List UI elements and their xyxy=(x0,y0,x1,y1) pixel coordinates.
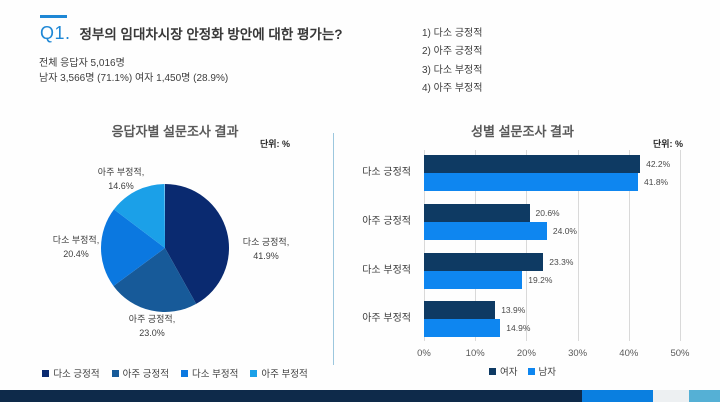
bar-panel: 성별 설문조사 결과 단위: % 0% 10% 20% 30% 40% 50% 다소 긍정적… xyxy=(335,113,710,378)
bar-value-label: 19.2% xyxy=(528,274,553,285)
pie-slice-다소 긍정적 xyxy=(165,184,229,304)
footer-segment-3 xyxy=(653,390,689,402)
pie-chart-svg: 다소 긍정적, 41.9% 아주 긍정적, 23.0% 다소 부정적, 20.4% 아주 부… xyxy=(53,166,289,338)
legend-marker xyxy=(250,369,258,377)
bar-chart-title: 성별 설문조사 결과 xyxy=(471,124,574,139)
bar-unit-label: 단위: % xyxy=(652,139,683,149)
legend-item: 다소 긍정적 xyxy=(42,366,100,380)
gridline xyxy=(424,150,425,341)
legend-item: 아주 긍정적 xyxy=(111,366,169,380)
bar-여자-아주 긍정적 xyxy=(424,203,530,222)
answer-option: 1) 다소 긍정적 xyxy=(422,28,483,39)
answer-option: 4) 아주 부정적 xyxy=(422,82,483,94)
gridline xyxy=(526,150,528,341)
bar-value-label: 14.9% xyxy=(506,323,531,334)
bar-category-label: 아주 긍정적 xyxy=(362,215,411,227)
footer-stripe xyxy=(0,390,720,402)
legend-label: 남자 xyxy=(538,367,556,378)
legend-label: 여자 xyxy=(500,367,518,378)
x-tick-label: 30% xyxy=(568,348,588,359)
bar-category-label: 다소 긍정적 xyxy=(362,167,411,178)
legend-marker xyxy=(489,367,497,375)
bar-value-label: 13.9% xyxy=(501,305,526,316)
x-tick-label: 0% xyxy=(417,348,431,359)
x-tick-label: 50% xyxy=(670,348,690,359)
panel-divider xyxy=(333,133,334,365)
legend-item: 남자 xyxy=(527,364,556,378)
pie-slice-label-아주 긍정적: 아주 긍정적, 23.0% xyxy=(129,313,175,338)
pie-slice-label-다소 긍정적: 다소 긍정적, 41.9% xyxy=(243,236,289,261)
answer-option: 2) 아주 긍정적 xyxy=(422,46,483,58)
bar-남자-아주 부정적 xyxy=(424,319,501,338)
pie-panel: 응답자별 설문조사 결과 단위: % 다소 긍정적, 41.9% 아주 긍정적, 23… xyxy=(20,113,330,380)
bar-category-label: 아주 부정적 xyxy=(362,313,411,325)
bar-남자-다소 긍정적 xyxy=(424,173,638,191)
respondent-gender: 남자 3,566명 (71.1%) 여자 1,450명 (28.9%) xyxy=(39,72,229,84)
legend-marker xyxy=(42,369,50,377)
legend-item: 여자 xyxy=(489,364,518,378)
pie-slice-label-아주 부정적: 아주 부정적, 14.6% xyxy=(98,166,144,191)
accent-dash xyxy=(40,15,67,18)
gridline xyxy=(680,150,681,341)
answer-option: 3) 다소 부정적 xyxy=(422,64,483,76)
bar-value-label: 23.3% xyxy=(549,256,574,267)
pie-slice-다소 부정적 xyxy=(100,209,165,286)
x-tick-label: 40% xyxy=(619,348,639,359)
bar-남자-다소 부정적 xyxy=(424,270,523,289)
gridline xyxy=(475,150,477,341)
gridline xyxy=(628,150,630,341)
legend-marker xyxy=(527,367,535,375)
question-number: Q1. xyxy=(40,23,71,43)
legend-item: 아주 부정적 xyxy=(250,366,308,380)
legend-marker xyxy=(181,369,188,377)
bar-value-label: 20.6% xyxy=(535,207,560,218)
bar-value-label: 41.8% xyxy=(644,177,669,187)
bar-남자-아주 긍정적 xyxy=(424,221,547,240)
gridline xyxy=(577,150,579,341)
legend-label: 다소 긍정적 xyxy=(53,369,100,380)
bar-여자-다소 긍정적 xyxy=(424,155,641,173)
bar-plot: 0% 10% 20% 30% 40% 50% 다소 긍정적 42.2% 41.8% 아주 긍정적 2… xyxy=(335,113,710,378)
bar-legend: 여자 남자 xyxy=(335,364,710,378)
legend-label: 아주 긍정적 xyxy=(122,369,169,380)
bar-value-label: 24.0% xyxy=(552,225,577,236)
pie-legend: 다소 긍정적 아주 긍정적 다소 부정적 아주 부정적 xyxy=(20,366,330,380)
question-text: 정부의 임대차시장 안정화 방안에 대한 평가는? xyxy=(79,27,343,42)
footer-segment-2 xyxy=(582,390,653,402)
pie-slice-아주 긍정적 xyxy=(113,248,197,312)
pie-slice-label-다소 부정적: 다소 부정적, 20.4% xyxy=(53,234,99,259)
legend-label: 아주 부정적 xyxy=(261,369,308,380)
x-tick-label: 20% xyxy=(516,348,536,359)
x-tick-label: 10% xyxy=(465,348,485,359)
pie-chart-title: 응답자별 설문조사 결과 xyxy=(111,124,239,139)
pie-unit-label: 단위: % xyxy=(259,139,290,149)
respondent-summary: 전체 응답자 5,016명 남자 3,566명 (71.1%) 여자 1,450… xyxy=(39,57,228,86)
footer-segment-4 xyxy=(689,390,720,402)
bar-category-label: 다소 부정적 xyxy=(362,264,411,276)
respondent-total: 전체 응답자 5,016명 xyxy=(39,58,125,69)
bar-value-label: 42.2% xyxy=(646,159,671,169)
footer-segment-1 xyxy=(0,390,582,402)
legend-item: 다소 부정적 xyxy=(181,366,238,380)
answer-options: 1) 다소 긍정적 2) 아주 긍정적 3) 다소 부정적 4) 아주 부정적 xyxy=(422,25,482,98)
pie-slice-아주 부정적 xyxy=(113,184,165,248)
legend-label: 다소 부정적 xyxy=(192,369,239,380)
bar-여자-다소 부정적 xyxy=(424,252,544,271)
question-header: Q1. 정부의 임대차시장 안정화 방안에 대한 평가는? xyxy=(40,23,343,44)
legend-marker xyxy=(111,369,119,377)
bar-여자-아주 부정적 xyxy=(424,301,496,320)
